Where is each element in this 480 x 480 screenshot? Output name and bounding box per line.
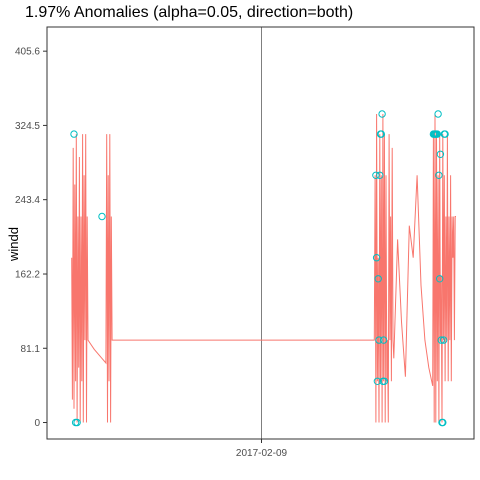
x-axis: 2017-02-09 xyxy=(236,439,288,459)
anomaly-point xyxy=(436,150,445,159)
anomaly-point xyxy=(376,171,384,180)
y-tick-label: 81.1 xyxy=(21,344,41,355)
anomaly-point xyxy=(433,130,441,138)
panel-border xyxy=(46,26,475,440)
anomaly-point xyxy=(436,275,444,283)
anomaly-point xyxy=(435,171,443,180)
y-tick-label: 405.6 xyxy=(15,47,40,58)
anomaly-point xyxy=(437,336,445,344)
x-tick-label: 2017-02-09 xyxy=(236,448,288,459)
chart-title: 1.97% Anomalies (alpha=0.05, direction=b… xyxy=(25,4,354,21)
plot-area xyxy=(70,27,456,439)
anomaly-point xyxy=(373,377,382,385)
anomaly-point xyxy=(374,275,382,283)
y-tick-label: 0 xyxy=(34,418,40,429)
anomaly-point xyxy=(378,110,386,118)
anomaly-point xyxy=(372,171,380,180)
y-axis: 0 81.1 162.2 243.4 324.5 405.6 xyxy=(15,47,47,429)
anomaly-point xyxy=(98,212,106,221)
anomaly-point xyxy=(379,336,388,344)
anomaly-point xyxy=(434,110,442,118)
anomaly-point xyxy=(73,418,81,427)
y-axis-title: windd xyxy=(6,227,21,262)
anomaly-point xyxy=(372,254,381,262)
y-tick-label: 324.5 xyxy=(15,121,40,132)
series-line xyxy=(71,113,456,423)
anomaly-point xyxy=(375,336,383,344)
anomaly-point xyxy=(70,130,78,138)
anomaly-point xyxy=(380,377,389,385)
anomaly-point xyxy=(439,336,448,344)
anomaly-point xyxy=(439,418,447,427)
anomaly-point xyxy=(377,130,385,138)
anomaly-point xyxy=(441,130,449,138)
y-tick-label: 243.4 xyxy=(15,195,40,206)
y-axis-title-group: windd xyxy=(6,227,21,262)
y-tick-label: 162.2 xyxy=(15,270,40,281)
anomaly-point xyxy=(71,418,80,427)
